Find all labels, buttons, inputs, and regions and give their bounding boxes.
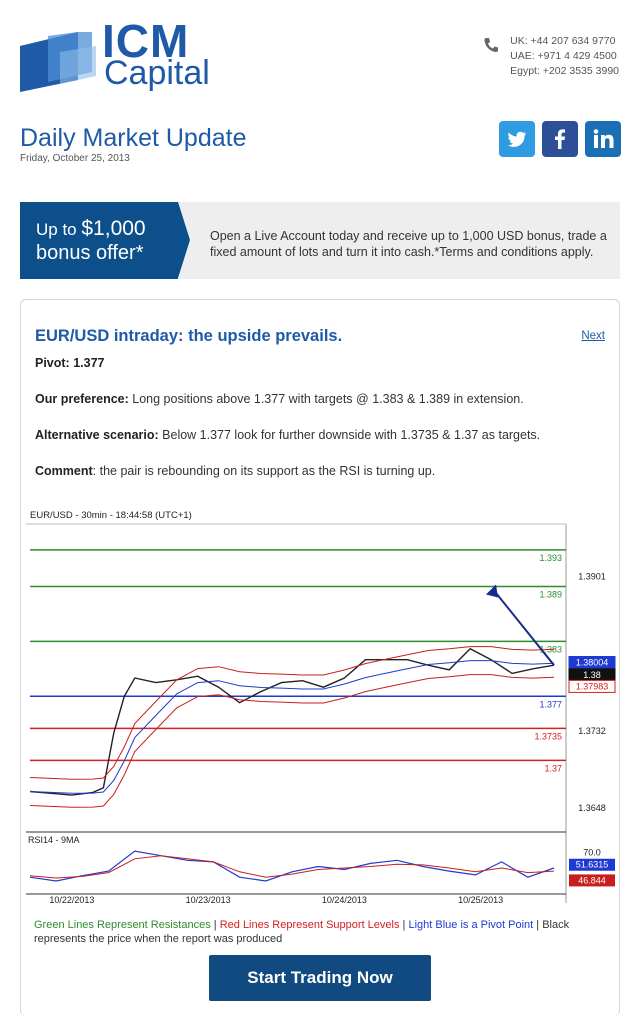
rsi-badge-text-0: 51.6315 bbox=[576, 860, 609, 870]
contact-uae: UAE: +971 4 429 4500 bbox=[510, 50, 617, 62]
rsi-badge-1 bbox=[569, 874, 615, 887]
price-line bbox=[29, 647, 555, 796]
phone-icon bbox=[484, 38, 498, 52]
rsi-ma-line bbox=[29, 855, 555, 879]
header: ICM Capital UK: +44 207 634 9770 UAE: +9… bbox=[0, 0, 640, 110]
price-badge-2 bbox=[568, 679, 616, 693]
contact-list: UK: +44 207 634 9770 UAE: +971 4 429 450… bbox=[510, 34, 619, 79]
chart-svg: EUR/USD - 30min - 18:44:58 (UTC+1) 1.393… bbox=[26, 510, 616, 905]
pivot-line: Pivot: 1.377 bbox=[35, 356, 105, 370]
y-tick-0: 1.3901 bbox=[578, 571, 606, 581]
moving-average-line bbox=[29, 660, 555, 794]
legend-black: Black represents the price when the repo… bbox=[34, 919, 570, 945]
x-tick-1: 10/23/2013 bbox=[186, 895, 231, 905]
upper-band-line bbox=[29, 646, 555, 780]
promo-arrow bbox=[178, 202, 190, 278]
preference-line: Our preference: Long positions above 1.3… bbox=[35, 392, 524, 406]
promo-amount: Up to $1,000 bbox=[36, 217, 146, 240]
rsi-badge-text-1: 46.844 bbox=[578, 875, 606, 885]
lower-band-line bbox=[29, 674, 555, 808]
level-label-1: 1.389 bbox=[539, 589, 562, 599]
promo-badge: Up to $1,000 bonus offer* bbox=[20, 202, 178, 279]
linkedin-button[interactable] bbox=[585, 121, 621, 157]
contact-uk: UK: +44 207 634 9770 bbox=[510, 35, 616, 47]
legend-red: Red Lines Represent Support Levels bbox=[219, 919, 400, 931]
title-block: Daily Market Update Friday, October 25, … bbox=[20, 124, 246, 164]
facebook-button[interactable] bbox=[542, 121, 578, 157]
promo-text: Open a Live Account today and receive up… bbox=[210, 229, 607, 259]
logo-capital: Capital bbox=[104, 54, 210, 92]
linkedin-icon bbox=[593, 129, 614, 148]
promo-bonus: bonus offer* bbox=[36, 242, 144, 264]
start-trading-button[interactable]: Start Trading Now bbox=[209, 955, 431, 1001]
chart-title: EUR/USD - 30min - 18:44:58 (UTC+1) bbox=[30, 510, 192, 521]
page-title: Daily Market Update bbox=[20, 124, 247, 152]
icm-logo[interactable]: ICM Capital bbox=[20, 15, 230, 94]
price-chart: EUR/USD - 30min - 18:44:58 (UTC+1) 1.393… bbox=[26, 505, 618, 905]
target-arrow-line bbox=[493, 589, 555, 666]
logo-icm: ICM bbox=[102, 15, 190, 67]
twitter-icon bbox=[508, 131, 526, 147]
twitter-button[interactable] bbox=[499, 121, 535, 157]
facebook-icon bbox=[555, 129, 565, 149]
level-label-4: 1.3735 bbox=[534, 731, 562, 741]
x-tick-0: 10/22/2013 bbox=[49, 895, 94, 905]
next-link[interactable]: Next bbox=[581, 330, 605, 342]
x-tick-3: 10/25/2013 bbox=[458, 895, 503, 905]
target-arrow-head bbox=[486, 584, 498, 598]
x-tick-2: 10/24/2013 bbox=[322, 895, 367, 905]
y-tick-2: 1.3648 bbox=[578, 803, 606, 813]
price-badge-text-0: 1.38004 bbox=[576, 657, 609, 667]
article-title: EUR/USD intraday: the upside prevails. bbox=[35, 327, 343, 345]
legend-green: Green Lines Represent Resistances bbox=[34, 919, 211, 931]
legend-blue: Light Blue is a Pivot Point bbox=[408, 919, 534, 931]
price-badge-text-2: 1.37983 bbox=[576, 681, 609, 691]
y-tick-1: 1.3732 bbox=[578, 726, 606, 736]
rsi-line bbox=[29, 850, 555, 882]
rsi-level-label: 70.0 bbox=[583, 848, 601, 858]
logo-mark-icon bbox=[20, 32, 96, 92]
level-label-3: 1.377 bbox=[539, 699, 562, 709]
alternative-line: Alternative scenario: Below 1.377 look f… bbox=[35, 428, 541, 442]
price-badge-text-1: 1.38 bbox=[583, 670, 601, 680]
chart-legend: Green Lines Represent Resistances | Red … bbox=[34, 919, 570, 945]
contact-egypt: Egypt: +202 3535 3990 bbox=[510, 65, 619, 77]
rsi-badge-0 bbox=[569, 858, 615, 871]
comment-line: Comment: the pair is rebounding on its s… bbox=[35, 464, 436, 478]
article-card: EUR/USD intraday: the upside prevails. N… bbox=[20, 299, 620, 1016]
page-date: Friday, October 25, 2013 bbox=[20, 153, 130, 164]
level-label-0: 1.393 bbox=[539, 553, 562, 563]
level-label-5: 1.37 bbox=[544, 763, 562, 773]
rsi-label: RSI14 - 9MA bbox=[28, 835, 80, 845]
bonus-promo-banner[interactable]: Up to $1,000 bonus offer* Open a Live Ac… bbox=[20, 202, 620, 279]
